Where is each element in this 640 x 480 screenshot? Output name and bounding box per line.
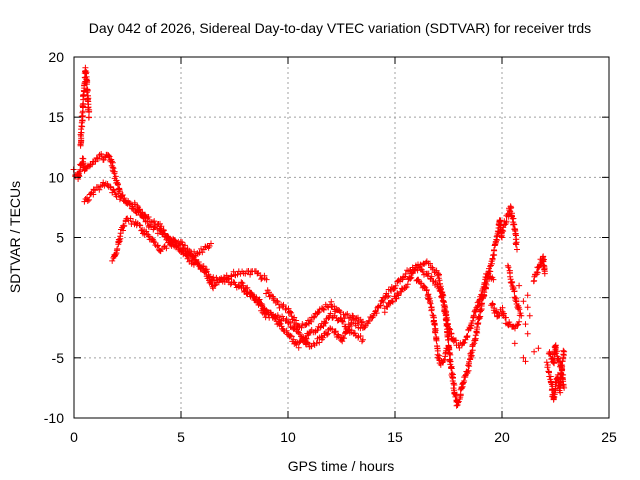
grid-lines <box>74 57 609 418</box>
tick-labels: 0 5 10 15 20 25 -10 -5 0 5 10 15 20 <box>44 49 617 445</box>
y-tick-label: 20 <box>48 49 64 65</box>
y-axis-label: SDTVAR / TECUs <box>7 181 23 293</box>
series-marks <box>70 64 568 409</box>
x-tick-label: 0 <box>70 429 78 445</box>
data-markers <box>70 64 568 409</box>
chart-title: Day 042 of 2026, Sidereal Day-to-day VTE… <box>89 20 591 36</box>
x-tick-label: 20 <box>494 429 510 445</box>
x-tick-label: 10 <box>280 429 296 445</box>
x-tick-label: 25 <box>601 429 617 445</box>
y-tick-label: 10 <box>48 169 64 185</box>
x-axis-label: GPS time / hours <box>288 458 395 474</box>
y-tick-label: -10 <box>44 410 64 426</box>
y-tick-label: 0 <box>56 290 64 306</box>
x-tick-label: 5 <box>177 429 185 445</box>
x-tick-label: 15 <box>387 429 403 445</box>
y-tick-label: -5 <box>52 350 65 366</box>
y-tick-label: 5 <box>56 230 64 246</box>
axis-ticks <box>73 56 610 419</box>
y-tick-label: 15 <box>48 109 64 125</box>
